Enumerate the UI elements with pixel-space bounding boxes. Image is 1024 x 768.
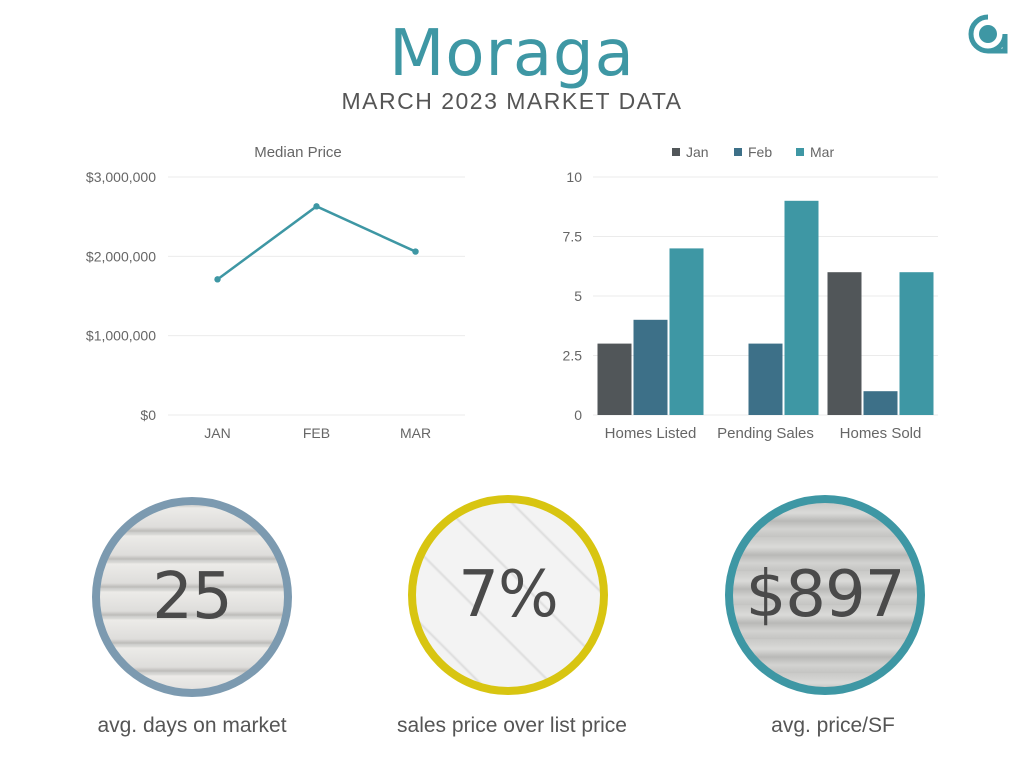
bar-feb — [863, 391, 898, 415]
bar-y-tick-label: 0 — [574, 407, 582, 423]
bar-y-tick-label: 5 — [574, 288, 582, 304]
bar-y-tick-label: 7.5 — [563, 229, 583, 245]
days-on-market-label: avg. days on market — [97, 714, 287, 737]
price-over-list-circle: 7% — [408, 495, 608, 695]
median-price-point — [412, 248, 419, 255]
median-price-point — [214, 276, 221, 283]
median-price-series-line — [216, 204, 417, 281]
line-chart-title: Median Price — [254, 144, 342, 161]
legend-swatch — [734, 148, 742, 156]
bar-jan — [827, 272, 862, 415]
agent-logo-icon — [968, 14, 1008, 54]
line-x-tick-label: FEB — [303, 425, 330, 441]
legend-swatch — [672, 148, 680, 156]
legend-label: Feb — [748, 144, 772, 160]
bar-x-tick-label: Homes Listed — [605, 425, 697, 442]
line-x-tick-label: JAN — [204, 425, 230, 441]
legend-label: Jan — [686, 144, 709, 160]
price-over-list-label: sales price over list price — [397, 714, 627, 737]
home-activity-bar-chart: Jan Feb Mar 0 2.5 5 7.5 10 Homes Listed Pending… — [563, 144, 938, 442]
line-y-tick-label: $0 — [140, 407, 156, 423]
median-price-line-chart: Median Price $0 $1,000,000 $2,000,000 $3,00… — [86, 144, 465, 441]
bar-feb — [633, 319, 668, 415]
bar-mar — [899, 272, 934, 415]
bar-x-tick-label: Homes Sold — [840, 425, 922, 442]
price-per-sf-value: $897 — [745, 558, 906, 632]
days-on-market-circle: 25 — [92, 497, 292, 697]
line-y-tick-label: $3,000,000 — [86, 169, 156, 185]
bar-feb — [748, 343, 783, 415]
days-on-market-value: 25 — [152, 560, 232, 634]
bar-mar — [784, 200, 819, 415]
price-per-sf-circle: $897 — [725, 495, 925, 695]
line-y-tick-label: $1,000,000 — [86, 328, 156, 344]
legend-label: Mar — [810, 144, 834, 160]
bar-y-tick-label: 10 — [566, 169, 582, 185]
page-title: Moraga — [389, 17, 635, 91]
median-price-point — [313, 203, 320, 210]
page-subtitle: MARCH 2023 MARKET DATA — [341, 88, 683, 114]
legend-swatch — [796, 148, 804, 156]
bar-x-tick-label: Pending Sales — [717, 425, 814, 442]
bar-mar — [669, 248, 704, 415]
price-per-sf-label: avg. price/SF — [771, 714, 895, 737]
price-over-list-value: 7% — [458, 558, 559, 632]
line-x-tick-label: MAR — [400, 425, 431, 441]
line-y-tick-label: $2,000,000 — [86, 248, 156, 264]
bar-jan — [597, 343, 632, 415]
bar-y-tick-label: 2.5 — [563, 348, 583, 364]
